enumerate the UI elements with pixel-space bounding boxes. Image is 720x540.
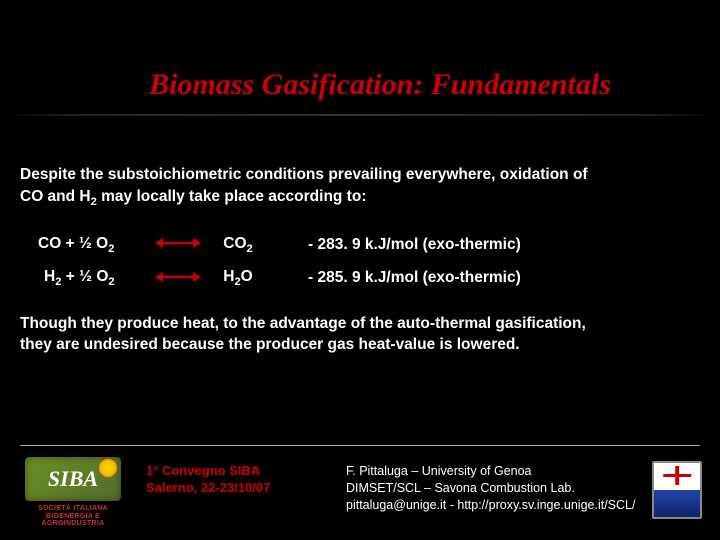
siba-cap1: SOCIETÀ ITALIANA BIOENERGIA E <box>38 505 108 520</box>
sun-icon <box>99 459 117 477</box>
slide-title: Biomass Gasification: Fundamentals <box>0 0 720 102</box>
siba-caption: SOCIETÀ ITALIANA BIOENERGIA E AGROINDUST… <box>18 505 128 528</box>
author-line3: pittaluga@unige.it - http://proxy.sv.ing… <box>346 498 635 512</box>
r0-prod-pre: CO <box>223 235 246 252</box>
slide-footer: SIBA SOCIETÀ ITALIANA BIOENERGIA E AGROI… <box>0 457 720 528</box>
r1-prod-pre: H <box>223 268 234 285</box>
author-info: F. Pittaluga – University of Genoa DIMSE… <box>346 463 642 514</box>
reaction-energy: - 285. 9 k.J/mol (exo-thermic) <box>268 267 521 289</box>
para1-line2-post: may locally take place according to: <box>97 188 367 205</box>
r1-left-mid: + ½ O <box>61 268 108 285</box>
shield-top <box>654 463 700 490</box>
reaction-row: CO + ½ O2 CO2 - 283. 9 k.J/mol (exo-ther… <box>38 232 682 257</box>
slide-body: Despite the substoichiometric conditions… <box>0 116 720 356</box>
r1-prod-post: O <box>241 268 253 285</box>
paragraph-2: Though they produce heat, to the advanta… <box>20 313 700 356</box>
reaction-energy: - 283. 9 k.J/mol (exo-thermic) <box>268 234 521 256</box>
reaction-arrow-icon <box>148 232 208 257</box>
shield-bottom <box>654 490 700 517</box>
author-line2: DIMSET/SCL – Savona Combustion Lab. <box>346 481 575 495</box>
r0-left-pre: CO + ½ O <box>38 235 108 252</box>
r0-left-sub: 2 <box>108 243 114 255</box>
reaction-row: H2 + ½ O2 H2O - 285. 9 k.J/mol (exo-ther… <box>38 266 682 291</box>
r1-left-pre: H <box>44 268 55 285</box>
conf-line1: 1° Convegno SIBA <box>146 463 260 478</box>
reactions-block: CO + ½ O2 CO2 - 283. 9 k.J/mol (exo-ther… <box>20 232 700 290</box>
para2-line1: Though they produce heat, to the advanta… <box>20 315 586 332</box>
para1-line1: Despite the substoichiometric conditions… <box>20 166 588 183</box>
siba-cap2: AGROINDUSTRIA <box>41 520 104 527</box>
r1-left-sub2: 2 <box>108 276 114 288</box>
genoa-shield-logo <box>652 461 702 519</box>
siba-logo-text: SIBA <box>48 466 98 492</box>
reaction-arrow-icon <box>148 266 208 291</box>
reactant: H2 + ½ O2 <box>38 266 148 291</box>
conf-line2: Salerno, 22-23/10/07 <box>146 480 270 495</box>
cross-icon <box>663 466 691 485</box>
paragraph-1: Despite the substoichiometric conditions… <box>20 164 700 210</box>
product: CO2 <box>208 233 268 258</box>
conference-info: 1° Convegno SIBA Salerno, 22-23/10/07 <box>146 463 316 497</box>
r0-prod-sub: 2 <box>247 243 253 255</box>
product: H2O <box>208 266 268 291</box>
para2-line2: they are undesired because the producer … <box>20 336 520 353</box>
para1-line2-pre: CO and H <box>20 188 91 205</box>
siba-logo-block: SIBA SOCIETÀ ITALIANA BIOENERGIA E AGROI… <box>18 457 128 528</box>
author-line1: F. Pittaluga – University of Genoa <box>346 464 532 478</box>
footer-divider <box>20 445 700 446</box>
siba-logo: SIBA <box>25 457 121 501</box>
reactant: CO + ½ O2 <box>38 233 148 258</box>
